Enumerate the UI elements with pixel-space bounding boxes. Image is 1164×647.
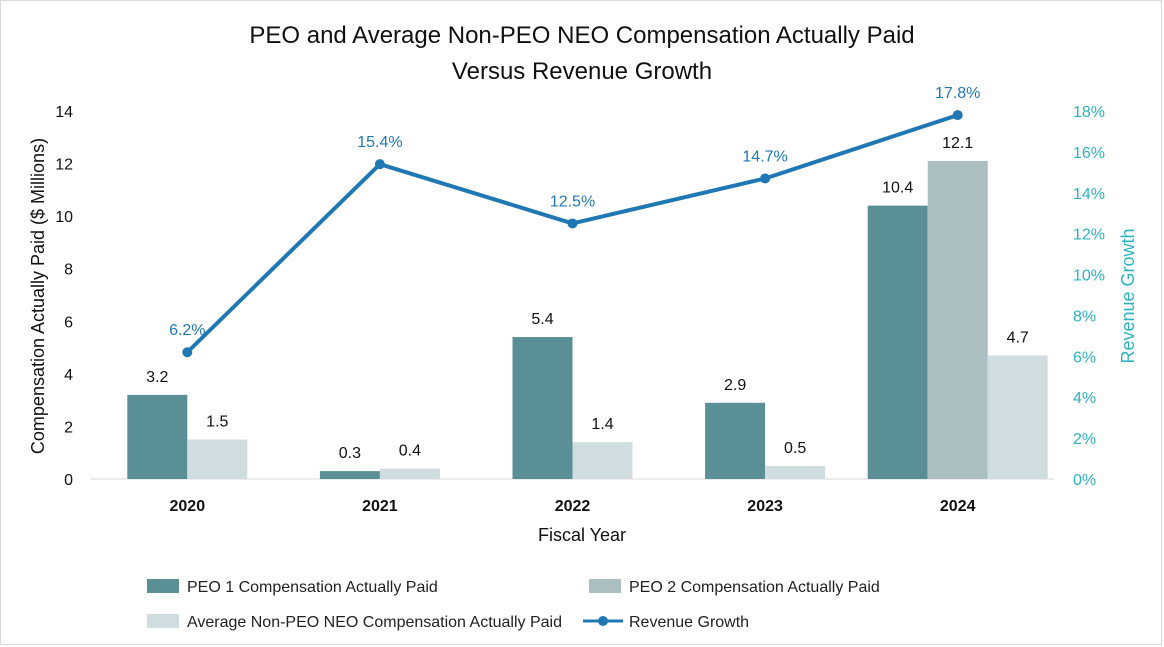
revenue-growth-point-2024 xyxy=(952,110,963,121)
bar-label-non-peo-2023: 0.5 xyxy=(784,440,806,457)
y2-tick-label: 14% xyxy=(1073,186,1105,203)
x-tick-label-2022: 2022 xyxy=(555,498,591,515)
revenue-growth-line xyxy=(185,113,959,354)
bar-label-non-peo-2022: 1.4 xyxy=(591,416,613,433)
bar-label-peo1-2022: 5.4 xyxy=(531,311,553,328)
revenue-growth-point-2023 xyxy=(760,173,771,184)
bar-non-peo-2020 xyxy=(187,439,248,479)
revenue-growth-label-2020: 6.2% xyxy=(169,322,205,339)
y-tick-label: 14 xyxy=(55,104,73,121)
bar-peo1-2021 xyxy=(319,471,380,479)
bar-non-peo-2024 xyxy=(987,355,1048,479)
legend-swatch-peo2 xyxy=(589,579,621,593)
revenue-growth-point-2021 xyxy=(374,159,385,170)
legend-label-non-peo: Average Non-PEO NEO Compensation Actuall… xyxy=(187,614,562,631)
x-tick-label-2024: 2024 xyxy=(940,498,976,515)
y2-tick-label: 18% xyxy=(1073,104,1105,121)
legend-label-revenue-growth: Revenue Growth xyxy=(629,614,749,631)
bar-label-peo1-2023: 2.9 xyxy=(724,377,746,394)
bar-label-non-peo-2024: 4.7 xyxy=(1007,329,1029,346)
legend: PEO 1 Compensation Actually Paid PEO 2 Co… xyxy=(147,579,880,631)
revenue-growth-point-2022 xyxy=(567,218,578,229)
bar-label-non-peo-2020: 1.5 xyxy=(206,414,228,431)
y2-tick-label: 10% xyxy=(1073,268,1105,285)
bar-non-peo-2023 xyxy=(765,465,826,479)
bar-non-peo-2022 xyxy=(572,442,633,479)
revenue-growth-label-2023: 14.7% xyxy=(742,148,787,165)
category-labels: 2020 2021 2022 2023 2024 xyxy=(170,498,976,515)
bar-label-non-peo-2021: 0.4 xyxy=(399,442,421,459)
bar-non-peo-2021 xyxy=(379,468,440,479)
bar-peo1-2023 xyxy=(705,402,766,479)
y-tick-label: 2 xyxy=(64,419,73,436)
bar-label-peo1-2024: 10.4 xyxy=(882,180,913,197)
bar-label-peo1-2021: 0.3 xyxy=(339,445,361,462)
legend-swatch-non-peo xyxy=(147,614,179,628)
x-tick-label-2020: 2020 xyxy=(170,498,206,515)
revenue-growth-label-2021: 15.4% xyxy=(357,134,402,151)
x-axis-title: Fiscal Year xyxy=(538,525,626,545)
y-tick-label: 0 xyxy=(64,472,73,489)
bars-group xyxy=(127,160,1048,479)
bar-peo1-2020 xyxy=(127,394,188,479)
revenue-growth-point-2020 xyxy=(182,347,193,358)
x-tick-label-2023: 2023 xyxy=(747,498,783,515)
y2-axis-title: Revenue Growth xyxy=(1118,228,1138,363)
legend-swatch-peo1 xyxy=(147,579,179,593)
legend-label-peo1: PEO 1 Compensation Actually Paid xyxy=(187,579,438,596)
y2-tick-label: 0% xyxy=(1073,472,1096,489)
y-axis-left: 0 2 4 6 8 10 12 14 xyxy=(55,104,73,489)
y2-tick-label: 4% xyxy=(1073,390,1096,407)
chart-title-line-1: PEO and Average Non-PEO NEO Compensation… xyxy=(249,22,914,49)
bar-labels-group: 3.2 1.5 0.3 0.4 5.4 1.4 2.9 0.5 10.4 12.1 4.7 xyxy=(146,135,1029,462)
y2-tick-label: 8% xyxy=(1073,308,1096,325)
y-tick-label: 6 xyxy=(64,314,73,331)
revenue-growth-label-2024: 17.8% xyxy=(935,85,980,102)
bar-peo1-2022 xyxy=(512,337,573,479)
y2-tick-label: 2% xyxy=(1073,431,1096,448)
y2-tick-label: 16% xyxy=(1073,145,1105,162)
bar-peo2-2024 xyxy=(927,160,988,479)
y-tick-label: 8 xyxy=(64,262,73,279)
x-tick-label-2021: 2021 xyxy=(362,498,398,515)
y-axis-title: Compensation Actually Paid ($ Millions) xyxy=(28,138,48,454)
y-tick-label: 12 xyxy=(55,157,73,174)
bar-label-peo1-2020: 3.2 xyxy=(146,369,168,386)
y-axis-right: 0% 2% 4% 6% 8% 10% 12% 14% 16% 18% xyxy=(1073,104,1105,489)
revenue-growth-label-2022: 12.5% xyxy=(550,193,595,210)
legend-swatch-marker-revenue-growth xyxy=(598,616,608,626)
bar-label-peo2-2024: 12.1 xyxy=(942,135,973,152)
y-tick-label: 4 xyxy=(64,367,73,384)
revenue-growth-line-group: 6.2% 15.4% 12.5% 14.7% 17.8% xyxy=(169,85,980,358)
y2-tick-label: 12% xyxy=(1073,227,1105,244)
bar-peo1-2024 xyxy=(867,205,928,479)
y2-tick-label: 6% xyxy=(1073,349,1096,366)
chart-title-line-2: Versus Revenue Growth xyxy=(452,58,712,85)
y-tick-label: 10 xyxy=(55,209,73,226)
legend-label-peo2: PEO 2 Compensation Actually Paid xyxy=(629,579,880,596)
